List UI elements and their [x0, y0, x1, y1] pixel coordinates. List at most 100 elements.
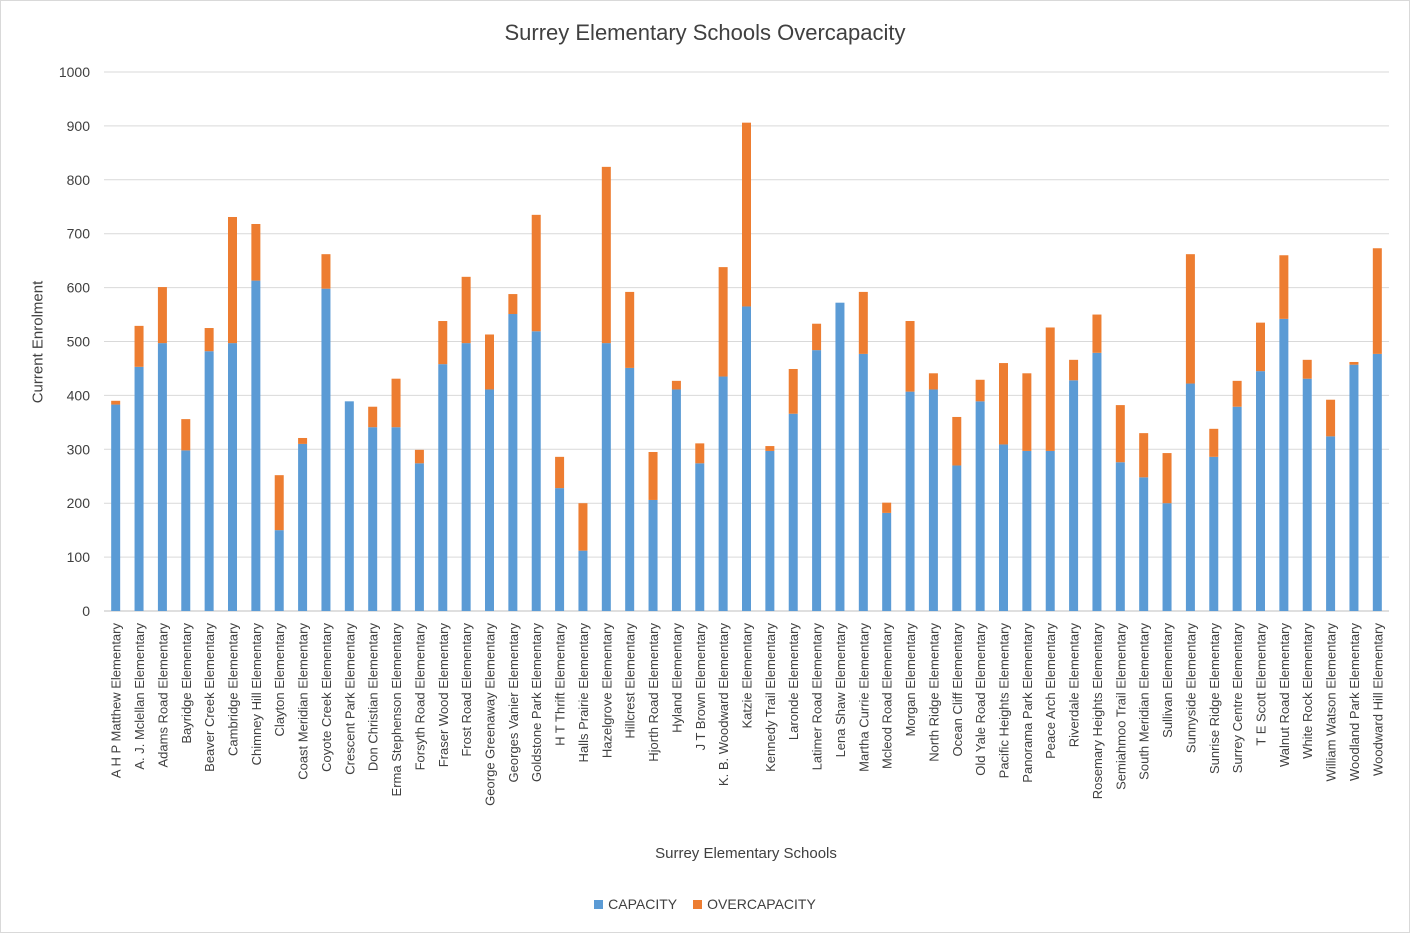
x-tick-label: Hillcrest Elementary [623, 623, 638, 739]
bar-overcapacity [1092, 314, 1102, 353]
bar-capacity [1232, 406, 1242, 611]
bar-capacity [438, 364, 448, 611]
bar-capacity [952, 465, 962, 611]
x-tick-label: Old Yale Road Elementary [973, 623, 988, 776]
bar-overcapacity [601, 166, 611, 344]
bar-overcapacity [578, 503, 588, 551]
bar-overcapacity [1279, 255, 1289, 319]
bar-capacity [204, 351, 214, 611]
y-tick-label: 900 [67, 118, 91, 134]
x-tick-label: Woodward Hill Elementary [1370, 623, 1385, 776]
bar-overcapacity [157, 287, 167, 344]
bar-capacity [134, 366, 144, 611]
x-tick-label: Cambridge Elementary [226, 623, 241, 756]
bar-capacity [531, 331, 541, 611]
bar-capacity [1115, 462, 1125, 611]
x-tick-label: Woodland Park Elementary [1347, 623, 1362, 782]
y-tick-label: 400 [67, 387, 91, 403]
bar-capacity [671, 389, 681, 611]
x-tick-label: Pacific Heights Elementary [997, 623, 1012, 779]
x-tick-label: Forsyth Road Elementary [412, 623, 427, 771]
bar-capacity [1069, 380, 1079, 611]
bar-overcapacity [1326, 399, 1336, 437]
x-tick-label: Adams Road Elementary [155, 623, 170, 768]
bar-capacity [999, 444, 1008, 611]
bar-capacity [298, 443, 308, 611]
bar-capacity [344, 401, 354, 611]
bar-capacity [788, 413, 798, 611]
x-tick-label: Clayton Elementary [272, 623, 287, 737]
y-tick-label: 300 [67, 441, 91, 457]
bar-overcapacity [671, 380, 681, 390]
x-tick-label: William Watson Elementary [1324, 623, 1339, 782]
bar-capacity [461, 343, 471, 611]
x-tick-label: Sunrise Ridge Elementary [1207, 623, 1222, 775]
x-tick-label: A. J. Mclellan Elementary [132, 623, 147, 770]
legend-label-capacity: CAPACITY [608, 896, 678, 912]
x-tick-label: Don Christian Elementary [366, 623, 381, 772]
legend-swatch-capacity [594, 899, 604, 909]
bar-overcapacity [298, 437, 308, 444]
bar-capacity [1326, 436, 1336, 611]
x-axis-label: Surrey Elementary Schools [655, 845, 837, 862]
x-tick-label: Sunnyside Elementary [1183, 623, 1198, 754]
bar-capacity [1209, 456, 1219, 611]
bar-capacity [601, 343, 611, 611]
y-tick-label: 200 [67, 495, 91, 511]
bar-overcapacity [531, 214, 541, 332]
x-tick-label: Ocean Cliff Elementary [950, 623, 965, 757]
y-tick-label: 600 [67, 280, 91, 296]
x-tick-label: Coast Meridian Elementary [296, 623, 311, 780]
x-tick-label: Kennedy Trail Elementary [763, 623, 778, 772]
bar-overcapacity [928, 373, 938, 390]
legend-swatch-overcapacity [693, 899, 703, 909]
y-tick-label: 100 [67, 549, 91, 565]
bar-capacity [975, 401, 985, 611]
bar-overcapacity [1162, 453, 1172, 504]
bar-capacity [812, 350, 822, 611]
chart-title: Surrey Elementary Schools Overcapacity [504, 20, 906, 45]
x-tick-label: Walnut Road Elementary [1277, 623, 1292, 768]
x-tick-label: Bayridge Elementary [179, 623, 194, 744]
bar-overcapacity [788, 368, 798, 414]
x-tick-label: Fraser Wood Elementary [436, 623, 451, 768]
bar-capacity [1279, 318, 1289, 611]
bar-overcapacity [414, 449, 424, 464]
bar-capacity [508, 314, 518, 611]
legend: CAPACITY OVERCAPACITY [0, 896, 1410, 912]
bar-capacity [1349, 364, 1359, 611]
bar-capacity [274, 530, 284, 611]
bar-overcapacity [274, 475, 284, 531]
bar-overcapacity [975, 379, 985, 402]
bar-overcapacity [1045, 327, 1055, 451]
x-tick-label: Goldstone Park Elementary [529, 623, 544, 782]
x-tick-label: K. B. Woodward Elementary [716, 623, 731, 787]
bar-overcapacity [952, 416, 962, 466]
x-tick-label: Sullivan Elementary [1160, 623, 1175, 738]
x-tick-label: A H P Matthew Elementary [109, 623, 124, 779]
bar-capacity [391, 427, 401, 611]
x-tick-label: North Ridge Elementary [926, 623, 941, 762]
x-tick-label: Mcleod Road Elementary [880, 623, 895, 769]
x-tick-label: Rosemary Heights Elementary [1090, 623, 1105, 800]
bar-overcapacity [181, 419, 191, 451]
bar-capacity [1092, 352, 1102, 611]
bar-overcapacity [438, 321, 448, 365]
bar-overcapacity [204, 328, 214, 352]
bar-capacity [765, 450, 775, 611]
x-tick-label: Hyland Elementary [669, 623, 684, 733]
x-tick-label: J T Brown Elementary [693, 623, 708, 751]
x-tick-label: Martha Currie Elementary [856, 623, 871, 772]
x-tick-label: Semiahmoo Trail Elementary [1113, 623, 1128, 790]
bar-overcapacity [1209, 428, 1219, 457]
bar-capacity [742, 306, 751, 611]
bar-overcapacity [742, 122, 751, 307]
bar-overcapacity [485, 334, 494, 390]
x-tick-label: Halls Prairie Elementary [576, 623, 591, 763]
bar-capacity [1256, 371, 1265, 611]
y-tick-label: 700 [67, 226, 91, 242]
bar-capacity [321, 288, 331, 611]
bar-overcapacity [368, 406, 378, 428]
x-tick-label: Hazelgrove Elementary [599, 623, 614, 759]
x-tick-label: Lena Shaw Elementary [833, 623, 848, 758]
